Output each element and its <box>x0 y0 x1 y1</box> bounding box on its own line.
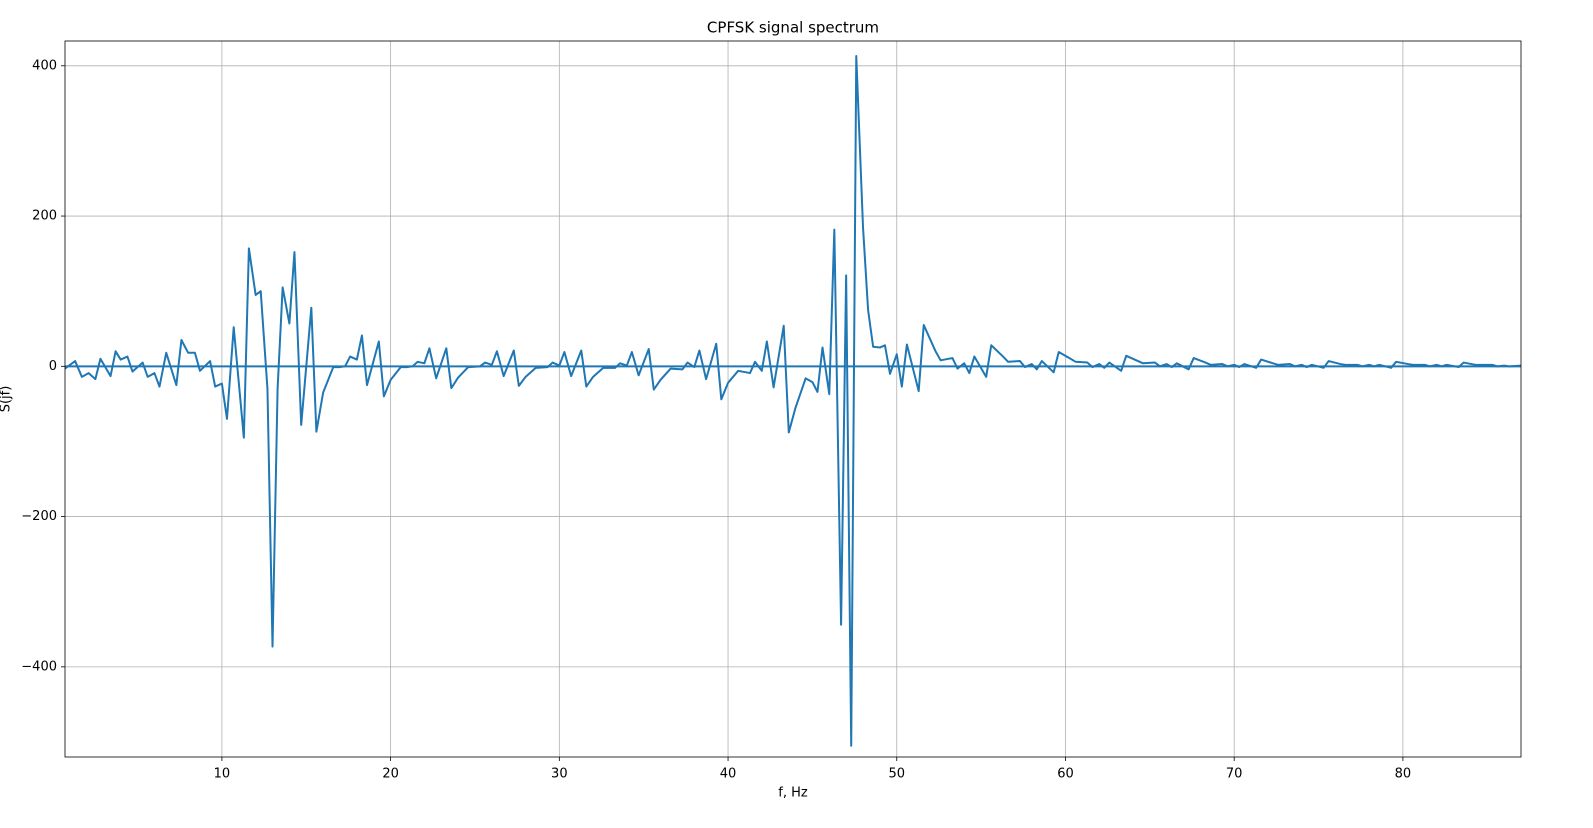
y-axis-label: S(jf) <box>0 386 14 413</box>
x-axis-label: f, Hz <box>778 786 808 801</box>
line-series <box>65 55 1521 747</box>
x-tick-label: 50 <box>888 767 905 782</box>
plot-frame <box>64 40 1522 758</box>
y-tick-label: 400 <box>32 58 57 73</box>
y-tick-label: −200 <box>21 509 57 524</box>
chart-title: CPFSK signal spectrum <box>707 19 879 37</box>
x-tick-label: 30 <box>551 767 568 782</box>
x-tick-label: 80 <box>1395 767 1412 782</box>
x-tick-label: 40 <box>720 767 737 782</box>
y-tick-label: −400 <box>21 659 57 674</box>
x-tick-label: 20 <box>382 767 399 782</box>
y-tick-label: 0 <box>49 359 57 374</box>
x-tick-label: 10 <box>214 767 231 782</box>
x-tick-label: 60 <box>1057 767 1074 782</box>
x-tick-label: 70 <box>1226 767 1243 782</box>
y-tick-label: 200 <box>32 209 57 224</box>
